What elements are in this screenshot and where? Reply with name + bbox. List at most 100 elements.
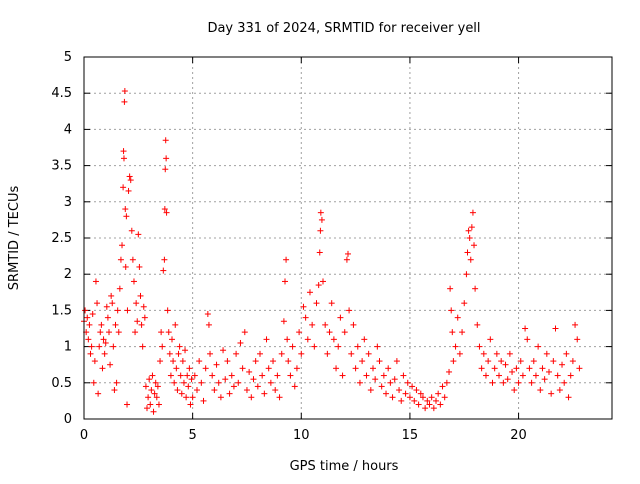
data-point [537,387,544,394]
data-point [487,336,494,343]
x-tick-label: 10 [293,428,310,443]
data-point [363,372,370,379]
data-point [509,368,516,375]
data-point [165,329,172,336]
y-tick-label: 1.5 [51,303,72,318]
data-point [87,350,94,357]
data-point [95,390,102,397]
data-point [250,376,257,383]
data-point [291,383,298,390]
data-point [182,347,189,354]
data-point [302,314,309,321]
data-point [522,325,529,332]
data-point [141,314,148,321]
data-point [112,321,119,328]
data-point [265,365,272,372]
data-point [439,383,446,390]
data-point [164,307,171,314]
data-point [535,343,542,350]
data-point [539,365,546,372]
x-tick-label: 20 [510,428,527,443]
data-point [196,358,203,365]
data-point [124,401,131,408]
data-point [121,98,128,105]
data-point [300,303,307,310]
data-point [467,256,474,263]
data-point [254,383,261,390]
data-point [161,256,168,263]
data-point [348,350,355,357]
y-tick-label: 2.5 [51,231,72,246]
data-point [98,321,105,328]
data-point [243,387,250,394]
data-point [278,350,285,357]
data-point [144,405,151,412]
data-point [172,321,179,328]
data-point [283,256,290,263]
data-point [576,365,583,372]
data-point [435,390,442,397]
data-point [121,88,128,95]
data-point [511,387,518,394]
data-point [158,329,165,336]
data-point [376,358,383,365]
data-point [257,350,263,357]
data-point [85,336,92,343]
data-point [281,278,288,285]
data-point [120,148,127,155]
data-point [506,350,513,357]
data-point [396,387,403,394]
data-point [556,387,563,394]
data-point [335,343,342,350]
data-point [422,405,429,412]
data-point [391,376,398,383]
data-point [374,343,381,350]
data-point [180,379,187,386]
data-point [252,358,259,365]
chart-title: Day 331 of 2024, SRMTID for receiver yel… [207,21,480,36]
data-point [152,379,159,386]
data-point [128,227,135,234]
data-point [130,278,137,285]
y-tick-label: 3 [64,195,72,210]
data-point [563,350,570,357]
data-point [513,365,520,372]
data-point [187,401,194,408]
data-point [383,390,390,397]
data-point [346,307,353,314]
data-point [134,318,141,325]
data-point [561,379,568,386]
data-point [352,365,359,372]
data-point [127,177,134,184]
data-point [132,329,139,336]
data-point [463,271,470,278]
y-tick-label: 4.5 [51,86,72,101]
data-point [565,394,572,401]
data-point [345,250,351,257]
data-point [241,329,248,336]
data-point [474,321,481,328]
data-point [111,387,118,394]
data-point [472,285,479,292]
data-point [137,292,144,299]
data-point [122,263,129,270]
data-point [448,307,455,314]
data-point [541,376,548,383]
data-point [122,206,129,213]
data-point [548,390,555,397]
data-points [81,88,583,415]
data-point [369,365,376,372]
data-point [380,372,387,379]
data-point [350,321,357,328]
data-point [115,329,122,336]
data-point [496,372,503,379]
data-point [459,329,466,336]
data-point [389,394,396,401]
plot-frame [83,56,613,420]
data-point [552,325,559,332]
x-tick-label: 15 [402,428,419,443]
data-point [84,314,91,321]
data-point [246,368,253,375]
data-point [160,267,167,274]
data-point [409,383,416,390]
